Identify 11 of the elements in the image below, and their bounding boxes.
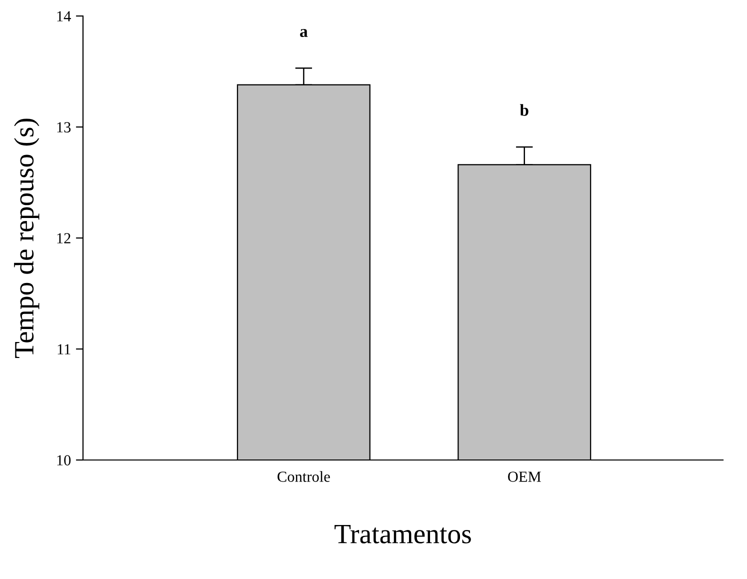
y-tick-label: 10 — [57, 455, 71, 466]
x-axis-title: Tratamentos — [334, 524, 471, 544]
x-tick-label: Controle — [278, 471, 330, 482]
y-tick-label: 14 — [57, 11, 71, 22]
y-tick-label: 11 — [58, 344, 70, 354]
annotation: a — [300, 29, 308, 38]
x-tick-label: OEM — [508, 472, 541, 482]
y-tick-label: 12 — [57, 233, 70, 244]
y-tick-label: 13 — [57, 122, 71, 132]
annotation: b — [520, 104, 528, 116]
y-axis-title: Tempo de repouso (s) — [14, 118, 40, 358]
